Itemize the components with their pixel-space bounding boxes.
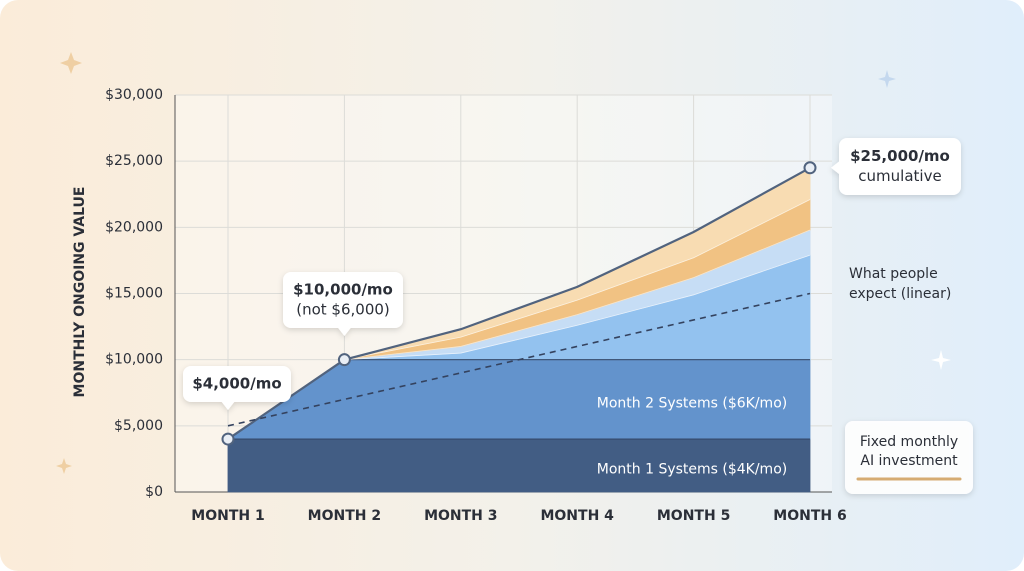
point-marker (337, 353, 351, 367)
x-tick-label: MONTH 1 (191, 508, 264, 524)
x-tick-label: MONTH 6 (773, 508, 846, 524)
callout (283, 272, 403, 336)
expected-label: expect (linear) (849, 286, 951, 302)
y-axis-label: MONTHLY ONGOING VALUE (72, 187, 88, 398)
callout-box (283, 272, 403, 328)
sparkles (56, 52, 951, 474)
point-marker (803, 161, 817, 175)
callout-text: $25,000/mo (850, 147, 950, 165)
y-tick-label: $15,000 (105, 286, 163, 302)
callout-pointer (337, 327, 352, 336)
x-tick-label: MONTH 4 (540, 508, 614, 524)
callout-pointer (221, 401, 235, 410)
y-tick-label: $0 (145, 484, 163, 500)
x-tick-label: MONTH 2 (308, 508, 381, 524)
y-tick-label: $20,000 (105, 219, 163, 235)
total-line (227, 166, 811, 440)
legend-box (845, 421, 973, 494)
y-tick-label: $10,000 (105, 352, 163, 368)
callout-text: (not $6,000) (296, 301, 390, 319)
callout (183, 366, 291, 410)
callout (831, 138, 961, 195)
callout-text: $4,000/mo (192, 375, 281, 393)
callout-text: cumulative (858, 167, 941, 185)
expected-label: What people (849, 266, 938, 282)
series-label: Month 1 Systems ($4K/mo) (597, 462, 787, 478)
y-tick-label: $5,000 (114, 418, 163, 434)
y-tick-label: $25,000 (105, 153, 163, 169)
legend-label: Fixed monthly (860, 434, 958, 450)
callout-text: $10,000/mo (293, 281, 393, 299)
callout-box (183, 366, 291, 402)
series-label: Month 2 Systems ($6K/mo) (597, 395, 787, 411)
expected-line (227, 292, 811, 427)
x-tick-label: MONTH 5 (657, 508, 730, 524)
y-tick-label: $30,000 (105, 87, 163, 103)
x-tick-label: MONTH 3 (424, 508, 497, 524)
callout-pointer (831, 160, 840, 175)
callout-box (839, 138, 961, 195)
point-marker (221, 432, 235, 446)
legend (845, 421, 973, 494)
legend-label: AI investment (860, 453, 958, 469)
